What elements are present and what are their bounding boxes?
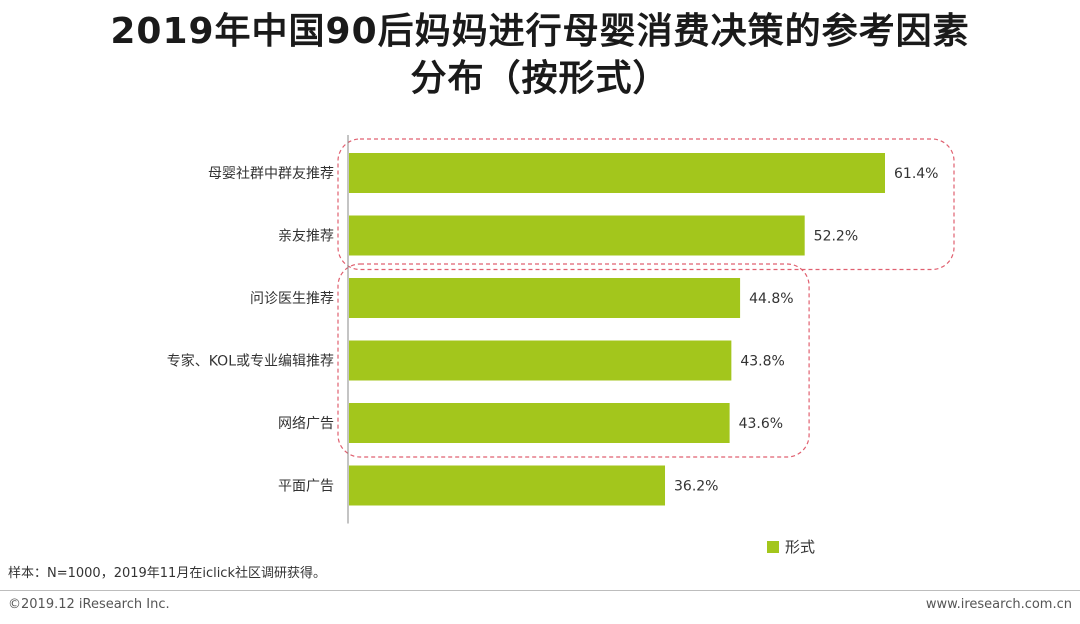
highlight-box-2 bbox=[337, 263, 810, 458]
value-label-6: 36.2% bbox=[674, 479, 718, 495]
value-label-2: 52.2% bbox=[814, 229, 858, 245]
category-label-4: 专家、KOL或专业编辑推荐 bbox=[167, 353, 334, 370]
category-label-1: 母婴社群中群友推荐 bbox=[208, 166, 334, 182]
bar-2 bbox=[349, 215, 805, 256]
value-label-5: 43.6% bbox=[739, 416, 783, 432]
bar-chart: 母婴社群中群友推荐 61.4% 亲友推荐 52.2% 问诊医生推荐 44.8% 专家、KOL… bbox=[167, 135, 955, 524]
copyright: ©2019.12 iResearch Inc. bbox=[8, 597, 170, 612]
website-url: www.iresearch.com.cn bbox=[925, 597, 1072, 612]
bar-6 bbox=[349, 465, 666, 506]
chart-title-line1: 2019年中国90后妈妈进行母婴消费决策的参考因素 bbox=[110, 11, 970, 52]
bar-4 bbox=[349, 340, 732, 381]
legend-swatch bbox=[767, 540, 779, 553]
value-label-3: 44.8% bbox=[749, 291, 793, 307]
footer-divider bbox=[0, 590, 1080, 591]
value-label-1: 61.4% bbox=[894, 166, 938, 182]
chart-title: 2019年中国90后妈妈进行母婴消费决策的参考因素 分布（按形式） bbox=[0, 8, 1080, 102]
sample-note: 样本：N=1000，2019年11月在iclick社区调研获得。 bbox=[8, 566, 326, 581]
bar-5 bbox=[349, 403, 730, 443]
category-label-5: 网络广告 bbox=[278, 416, 334, 432]
chart-title-line2: 分布（按形式） bbox=[410, 58, 670, 99]
category-label-2: 亲友推荐 bbox=[278, 229, 334, 245]
legend: 形式 bbox=[767, 536, 815, 557]
value-label-4: 43.8% bbox=[740, 354, 784, 370]
category-label-3: 问诊医生推荐 bbox=[250, 291, 334, 307]
bar-3 bbox=[349, 278, 741, 318]
bar-1 bbox=[349, 153, 885, 193]
category-label-6: 平面广告 bbox=[278, 479, 334, 495]
legend-label: 形式 bbox=[785, 538, 816, 556]
